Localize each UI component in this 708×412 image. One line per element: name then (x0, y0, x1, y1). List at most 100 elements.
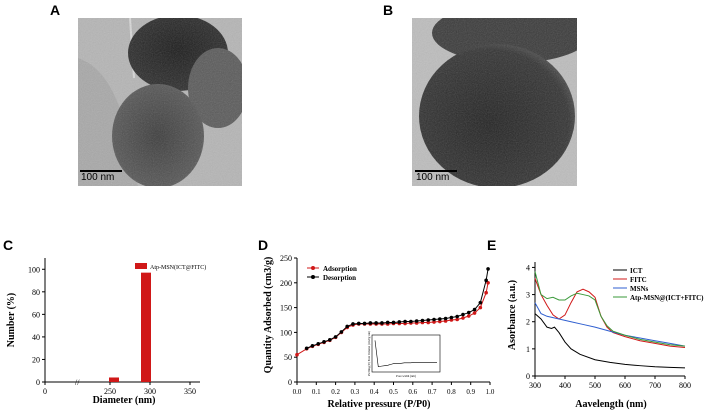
chart-d-xlabel: Relative pressure (P/P0) (328, 399, 431, 410)
chart-d-point (438, 317, 442, 321)
chart-e-series-line (534, 313, 686, 369)
chart-e-xtick-label: 800 (679, 381, 691, 390)
chart-e-xtick-label: 300 (529, 381, 541, 390)
chart-c-ytick-label: 60 (32, 310, 40, 319)
chart-d-xtick-label: 0.0 (293, 388, 302, 396)
chart-e-series-line (534, 302, 686, 347)
chart-c-bar (141, 272, 151, 382)
chart-d-point (351, 322, 355, 326)
chart-e-xlabel: Aavelength (nm) (575, 399, 646, 410)
chart-d-inset-ylabel: dV/dlog(D) Pore Volume (cm3/g·nm) (367, 331, 371, 376)
chart-d-point (438, 319, 442, 324)
chart-d-point (455, 317, 459, 322)
tem-micrograph-b (412, 18, 577, 186)
chart-d-xtick-label: 0.5 (389, 388, 398, 396)
chart-d-legend-label: Adsorption (323, 265, 357, 273)
chart-c-axis-break: // (75, 378, 80, 387)
chart-e-ytick-label: 2 (526, 318, 530, 327)
panel-letter-a: A (50, 2, 61, 18)
tem-image-a: 100 nm (78, 18, 242, 186)
chart-d-point (368, 321, 373, 325)
panel-letter-b: B (383, 2, 394, 18)
chart-e-ytick-label: 1 (526, 345, 530, 354)
chart-d-ytick-label: 150 (280, 304, 292, 313)
chart-d-point (426, 320, 431, 325)
chart-d-xtick-label: 0.2 (331, 388, 340, 396)
chart-e-legend-label: FITC (630, 276, 647, 284)
chart-d-point (403, 319, 407, 324)
chart-e-absorbance: Aavelength (nm) Asorbance (a.u.) 0 1 2 3 4 30… (507, 262, 704, 410)
chart-d-point (295, 352, 299, 357)
chart-d-point (443, 319, 448, 323)
chart-d-point (339, 330, 344, 334)
chart-d-xtick-label: 0.8 (447, 388, 456, 396)
chart-c-xtick-label: 300 (144, 387, 156, 396)
chart-c-legend-label: Atp-MSN(ICT@FITC) (150, 264, 206, 271)
chart-e-ylabel: Asorbance (a.u.) (507, 280, 518, 350)
chart-c-ytick-label: 0 (36, 378, 40, 387)
chart-e-legend-label: Atp-MSN@(ICT+FITC) (630, 294, 704, 302)
chart-e-ytick-label: 4 (526, 263, 530, 272)
chart-d-point (391, 320, 396, 325)
chart-d-xtick-label: 0.7 (428, 388, 437, 396)
chart-d-point (333, 335, 338, 339)
chart-c-xtick-label: 250 (104, 387, 116, 396)
chart-c-ytick-label: 40 (32, 333, 40, 342)
chart-c-particle-size: Atp-MSN(ICT@FITC) Diameter (nm) Number (… (6, 258, 206, 406)
chart-d-legend-marker (311, 275, 315, 279)
chart-d-point (478, 300, 483, 305)
chart-d-ytick-label: 200 (280, 279, 292, 288)
chart-d-point (443, 316, 448, 321)
chart-c-ytick-label: 100 (28, 265, 40, 274)
chart-d-point (328, 338, 332, 342)
chart-d-point (322, 340, 326, 344)
chart-d-point (420, 318, 425, 323)
chart-d-xtick-label: 0.1 (312, 388, 321, 396)
chart-d-point (478, 305, 483, 310)
panel-letter-c: C (3, 237, 14, 253)
chart-d-point (310, 343, 315, 348)
chart-d-point (316, 342, 321, 346)
chart-d-ytick-label: 100 (280, 328, 292, 337)
chart-d-point (385, 320, 390, 325)
chart-d-ytick-label: 50 (284, 353, 292, 362)
chart-d-point (472, 307, 477, 312)
chart-d-xtick-label: 1.0 (486, 388, 495, 396)
scale-label-b: 100 nm (416, 172, 450, 183)
panel-letter-e: E (487, 237, 497, 253)
chart-d-legend-marker (311, 266, 315, 270)
chart-d-point (461, 316, 465, 320)
chart-c-ytick-label: 80 (32, 288, 40, 297)
chart-e-series-line (534, 278, 686, 348)
chart-c-bar (109, 377, 119, 382)
chart-d-legend-label: Desorption (323, 274, 356, 282)
chart-d-point (304, 346, 309, 351)
chart-d-point (409, 319, 413, 324)
scale-bar-b (415, 170, 457, 172)
chart-d-xtick-label: 0.3 (351, 388, 360, 396)
chart-c-ylabel: Number (%) (6, 293, 17, 348)
chart-d-point (461, 312, 465, 317)
chart-e-xtick-label: 600 (619, 381, 631, 390)
tem-micrograph-a (78, 18, 242, 186)
chart-d-point (345, 324, 349, 329)
chart-d-point (374, 321, 378, 325)
chart-c-legend-swatch (135, 263, 147, 269)
chart-d-point (449, 318, 454, 322)
chart-d-inset-xlabel: Pore width (nm) (396, 374, 416, 378)
chart-d-point (466, 314, 471, 318)
chart-c-xlabel: Diameter (nm) (93, 395, 156, 406)
chart-e-legend-label: ICT (630, 267, 643, 275)
chart-e-xtick-label: 700 (649, 381, 661, 390)
chart-d-isotherm: Relative pressure (P/P0) Quantity Adsorb… (263, 254, 495, 410)
chart-d-point (397, 320, 402, 324)
scale-bar-a (80, 170, 122, 172)
chart-d-point (466, 310, 471, 315)
chart-e-legend-label: MSNs (630, 285, 649, 293)
chart-d-point (380, 321, 384, 325)
chart-d-inset-line (374, 340, 437, 367)
chart-c-xtick-label: 0 (43, 387, 47, 396)
chart-d-ytick-label: 250 (280, 254, 292, 263)
chart-d-point (472, 311, 477, 315)
chart-d-point (356, 321, 361, 326)
